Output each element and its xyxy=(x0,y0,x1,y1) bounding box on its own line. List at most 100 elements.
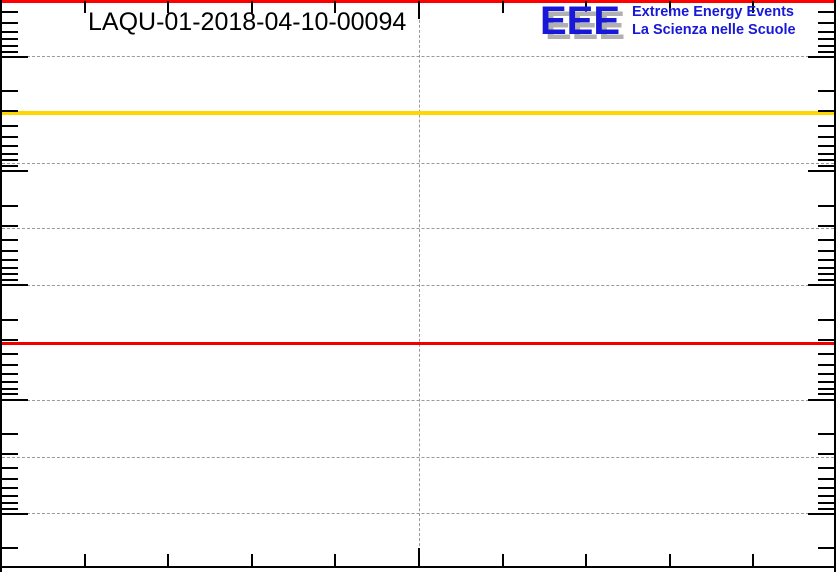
y-tick-minor-right xyxy=(818,387,834,390)
y-tick-minor xyxy=(2,353,18,356)
y-tick-minor-right xyxy=(818,124,834,127)
y-tick-minor-right xyxy=(818,547,834,550)
y-tick-minor-right xyxy=(818,38,834,41)
x-tick-minor-top xyxy=(334,1,337,13)
x-tick-minor xyxy=(83,554,86,566)
y-tick-minor-right xyxy=(818,266,834,269)
y-tick-minor-right xyxy=(818,259,834,262)
axis-right xyxy=(834,0,836,572)
x-tick-major xyxy=(418,548,420,566)
y-tick-minor xyxy=(2,478,18,481)
y-tick-minor-right xyxy=(818,238,834,241)
x-tick-minor-top xyxy=(501,1,504,13)
y-tick-minor xyxy=(2,495,18,498)
y-tick-minor xyxy=(2,259,18,262)
y-tick-minor xyxy=(2,338,18,341)
gridline-horizontal xyxy=(2,285,834,287)
y-tick-minor xyxy=(2,204,18,207)
y-tick-minor xyxy=(2,159,18,162)
y-tick-minor xyxy=(2,364,18,367)
y-tick-minor xyxy=(2,144,18,147)
y-tick-minor xyxy=(2,467,18,470)
y-tick-minor xyxy=(2,393,18,396)
eee-logo-text: Extreme Energy Events La Scienza nelle S… xyxy=(632,3,796,39)
gridline-horizontal xyxy=(2,163,834,165)
y-tick-minor xyxy=(2,110,18,113)
y-tick-minor-right xyxy=(818,110,834,113)
y-tick-minor xyxy=(2,547,18,550)
axis-bottom xyxy=(0,566,836,568)
y-tick-minor xyxy=(2,501,18,504)
y-tick-minor-right xyxy=(818,373,834,376)
y-tick-major-right xyxy=(808,284,834,287)
x-tick-minor xyxy=(501,554,504,566)
y-tick-minor-right xyxy=(818,507,834,510)
x-tick-minor xyxy=(167,554,170,566)
y-tick-minor xyxy=(2,507,18,510)
y-tick-minor-right xyxy=(818,467,834,470)
y-tick-minor xyxy=(2,318,18,321)
y-tick-minor-right xyxy=(818,318,834,321)
y-tick-major-right xyxy=(808,398,834,401)
page-title: LAQU-01-2018-04-10-00094 xyxy=(88,8,407,36)
y-tick-minor-right xyxy=(818,224,834,227)
y-tick-minor-right xyxy=(818,279,834,282)
y-tick-minor xyxy=(2,152,18,155)
y-tick-minor-right xyxy=(818,44,834,47)
y-tick-minor xyxy=(2,273,18,276)
y-tick-minor xyxy=(2,10,18,13)
y-tick-major xyxy=(2,398,28,401)
eee-logo-mark: EEE EEE xyxy=(540,0,630,46)
y-tick-minor-right xyxy=(818,487,834,490)
y-tick-minor-right xyxy=(818,164,834,167)
y-tick-minor xyxy=(2,238,18,241)
y-tick-minor xyxy=(2,224,18,227)
gridline-horizontal xyxy=(2,513,834,515)
y-tick-minor xyxy=(2,124,18,127)
x-tick-minor-top xyxy=(668,1,671,13)
x-tick-minor-top xyxy=(167,1,170,13)
x-tick-minor-top xyxy=(752,1,755,13)
y-tick-minor xyxy=(2,279,18,282)
y-tick-major xyxy=(2,56,28,58)
y-tick-minor xyxy=(2,50,18,53)
eee-logo: EEE EEE Extreme Energy Events La Scienza… xyxy=(540,0,830,46)
y-tick-minor-right xyxy=(818,250,834,253)
y-tick-minor xyxy=(2,380,18,383)
x-tick-minor xyxy=(250,554,253,566)
y-tick-minor xyxy=(2,487,18,490)
y-tick-minor xyxy=(2,90,18,93)
y-tick-minor-right xyxy=(818,338,834,341)
x-tick-minor-top xyxy=(0,1,2,13)
eee-logo-shadow: EEE xyxy=(545,4,626,48)
y-tick-major-right xyxy=(808,170,834,173)
y-tick-minor-right xyxy=(818,273,834,276)
y-tick-minor xyxy=(2,373,18,376)
y-tick-minor-right xyxy=(818,21,834,24)
gridline-horizontal xyxy=(2,457,834,459)
y-tick-minor xyxy=(2,38,18,41)
y-tick-minor-right xyxy=(818,495,834,498)
x-tick-minor xyxy=(334,554,337,566)
y-tick-minor-right xyxy=(818,152,834,155)
x-tick-minor-top xyxy=(83,1,86,13)
y-tick-minor-right xyxy=(818,144,834,147)
y-tick-minor xyxy=(2,453,18,456)
axis-left xyxy=(0,0,2,572)
y-tick-minor xyxy=(2,387,18,390)
y-tick-minor-right xyxy=(818,393,834,396)
y-tick-minor-right xyxy=(818,10,834,13)
y-tick-minor-right xyxy=(818,50,834,53)
y-tick-major-right xyxy=(808,512,834,515)
y-tick-major xyxy=(2,170,28,173)
eee-logo-front: EEE xyxy=(540,0,621,43)
y-tick-minor-right xyxy=(818,90,834,93)
gridline-horizontal xyxy=(2,400,834,402)
eee-logo-line2: La Scienza nelle Scuole xyxy=(632,22,796,38)
y-tick-minor xyxy=(2,21,18,24)
x-tick-minor-top xyxy=(585,1,588,13)
y-tick-minor-right xyxy=(818,30,834,33)
y-tick-minor xyxy=(2,135,18,138)
y-tick-minor-right xyxy=(818,364,834,367)
